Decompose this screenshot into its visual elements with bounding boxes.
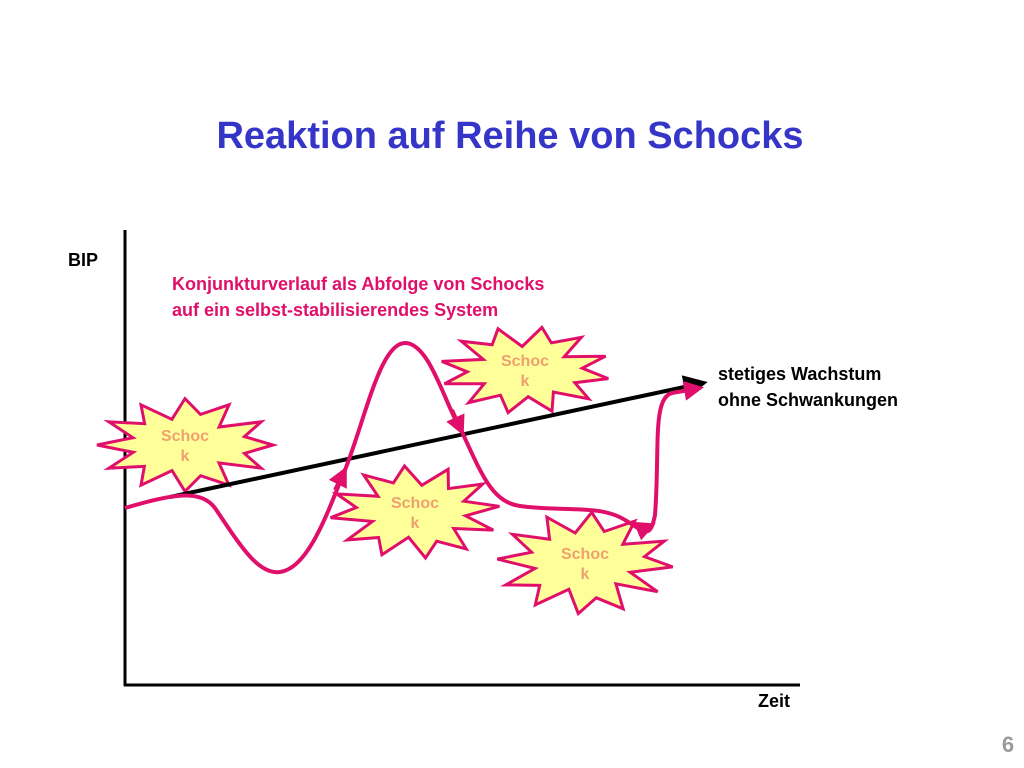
- shock-star: [96, 396, 279, 494]
- y-axis-label: BIP: [68, 250, 98, 270]
- shock-star: [441, 325, 609, 415]
- page-number: 6: [1002, 732, 1014, 757]
- shock-label: Schoc: [561, 546, 609, 563]
- trend-label: stetiges Wachstum: [718, 364, 881, 384]
- x-axis-label: Zeit: [758, 691, 790, 711]
- curve-arrow: [328, 466, 347, 491]
- shock-label: Schoc: [501, 353, 549, 370]
- shock-label: Schoc: [391, 495, 439, 512]
- annotation-line: Konjunkturverlauf als Abfolge von Schock…: [172, 274, 544, 294]
- shock-label: k: [181, 448, 190, 465]
- shock-label: Schoc: [161, 428, 209, 445]
- shock-label: k: [521, 373, 530, 390]
- curve-arrow: [633, 521, 656, 541]
- shock-group: Schoc k Schoc k Schoc k Schoc k: [96, 325, 674, 617]
- trend-label: ohne Schwankungen: [718, 390, 898, 410]
- shock-label: k: [581, 566, 590, 583]
- slide-title: Reaktion auf Reihe von Schocks: [216, 115, 803, 157]
- annotation-line: auf ein selbst-stabilisierendes System: [172, 300, 498, 320]
- shock-star: [496, 509, 674, 617]
- shock-label: k: [411, 515, 420, 532]
- curve-arrow: [446, 409, 465, 436]
- trend-arrow: [169, 375, 708, 499]
- shock-star: [330, 463, 500, 561]
